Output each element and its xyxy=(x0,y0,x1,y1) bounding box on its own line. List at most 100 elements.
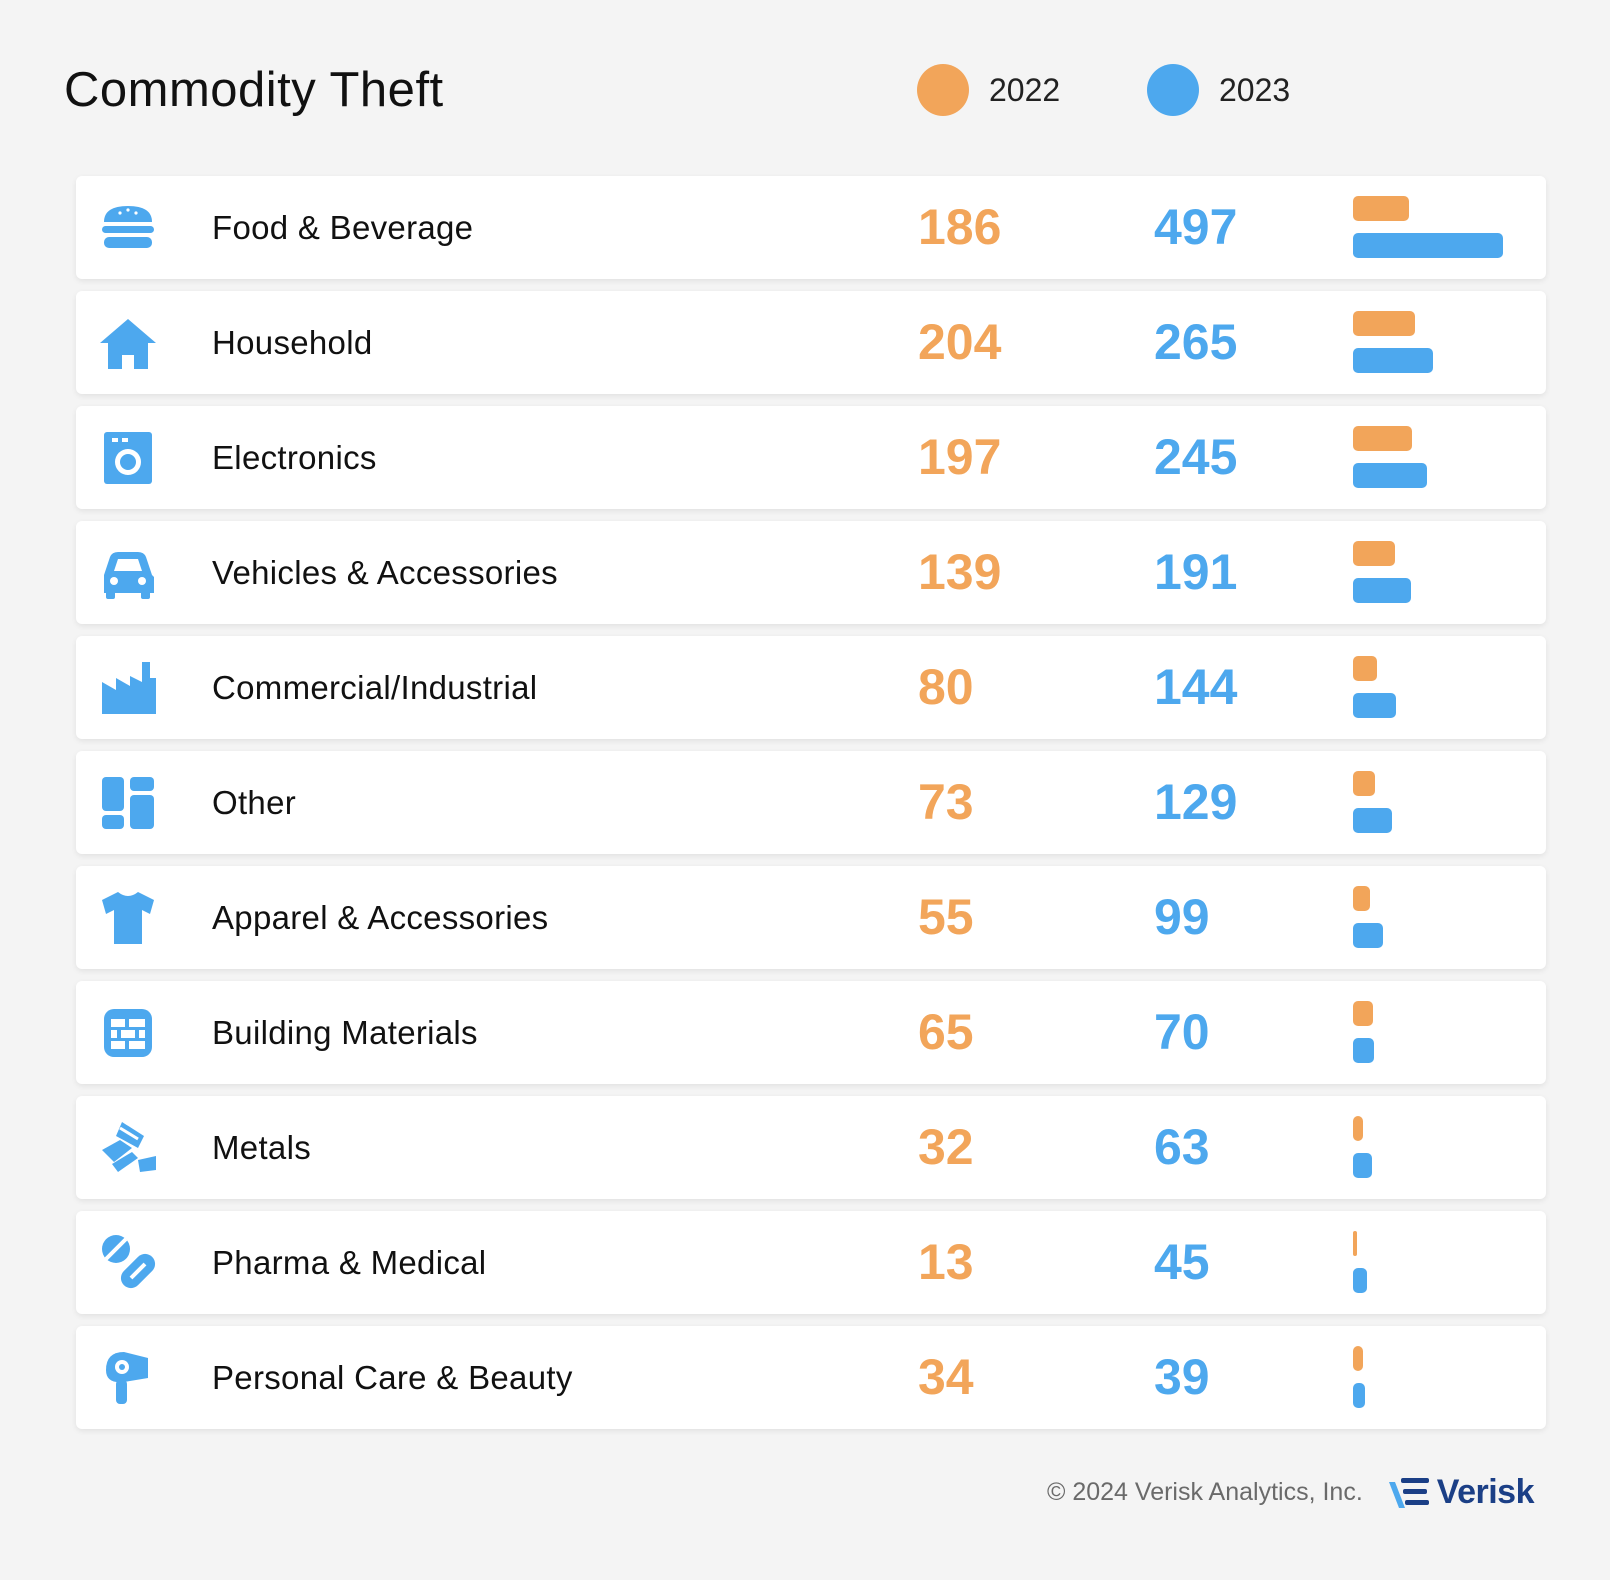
bar-2022 xyxy=(1353,541,1395,566)
value-2022: 32 xyxy=(918,1119,974,1175)
value-2023: 265 xyxy=(1154,314,1238,370)
bar-2023 xyxy=(1353,1153,1372,1178)
table-row: Metals 32 63 xyxy=(76,1096,1546,1199)
bar-2023 xyxy=(1353,923,1383,948)
value-2022: 139 xyxy=(918,544,1002,600)
verisk-logo-icon xyxy=(1388,1478,1429,1508)
bar-2023 xyxy=(1353,348,1433,373)
bar-2022 xyxy=(1353,1001,1373,1026)
legend-label-2023: 2023 xyxy=(1219,71,1291,108)
footer: © 2024 Verisk Analytics, Inc. Verisk xyxy=(1046,1468,1535,1516)
pills-icon xyxy=(98,1233,158,1293)
bar-pair xyxy=(1353,866,1543,969)
table-row: Building Materials 65 70 xyxy=(76,981,1546,1084)
factory-icon xyxy=(98,658,158,718)
value-2023: 45 xyxy=(1154,1234,1210,1290)
legend-item-2022: 2022 xyxy=(917,64,1060,116)
table-row: Pharma & Medical 13 45 xyxy=(76,1211,1546,1314)
brand-name: Verisk xyxy=(1436,1472,1535,1511)
burger-icon xyxy=(98,198,158,258)
table-row: Vehicles & Accessories 139 191 xyxy=(76,521,1546,624)
hair-dryer-icon xyxy=(98,1348,158,1408)
bar-pair xyxy=(1353,291,1543,394)
bar-2022 xyxy=(1353,426,1413,451)
bar-2023 xyxy=(1353,808,1392,833)
value-2022: 186 xyxy=(918,199,1002,255)
table-row: Apparel & Accessories 55 99 xyxy=(76,866,1546,969)
verisk-logo: Verisk xyxy=(1385,1468,1535,1516)
bar-2023 xyxy=(1353,1383,1365,1408)
bar-2022 xyxy=(1353,196,1410,221)
category-label: Personal Care & Beauty xyxy=(212,1359,573,1396)
value-2022: 204 xyxy=(918,314,1002,370)
value-2023: 99 xyxy=(1154,889,1210,945)
bar-pair xyxy=(1353,521,1543,624)
car-icon xyxy=(98,543,158,603)
bar-2022 xyxy=(1353,1346,1364,1371)
value-2022: 13 xyxy=(918,1234,974,1290)
legend-item-2023: 2023 xyxy=(1147,64,1290,116)
table-row: Food & Beverage 186 497 xyxy=(76,176,1546,279)
bar-2022 xyxy=(1353,311,1415,336)
value-2023: 129 xyxy=(1154,774,1238,830)
category-label: Metals xyxy=(212,1129,311,1166)
table-row: Personal Care & Beauty 34 39 xyxy=(76,1326,1546,1429)
table-row: Household 204 265 xyxy=(76,291,1546,394)
bar-2023 xyxy=(1353,693,1397,718)
bar-2023 xyxy=(1353,1268,1367,1293)
value-2022: 73 xyxy=(918,774,974,830)
category-label: Electronics xyxy=(212,439,377,476)
gold-bars-icon xyxy=(98,1118,158,1178)
bar-2023 xyxy=(1353,578,1411,603)
dashboard-icon xyxy=(98,773,158,833)
table-row: Other 73 129 xyxy=(76,751,1546,854)
washing-machine-icon xyxy=(98,428,158,488)
bar-2022 xyxy=(1353,1231,1357,1256)
value-2023: 144 xyxy=(1154,659,1238,715)
copyright-text: © 2024 Verisk Analytics, Inc. xyxy=(1046,1477,1363,1506)
bar-pair xyxy=(1353,751,1543,854)
value-2022: 65 xyxy=(918,1004,974,1060)
value-2022: 55 xyxy=(918,889,974,945)
legend-swatch-2023 xyxy=(1147,64,1199,116)
bar-pair xyxy=(1353,981,1543,1084)
table-row: Commercial/Industrial 80 144 xyxy=(76,636,1546,739)
value-2022: 34 xyxy=(918,1349,974,1405)
category-label: Vehicles & Accessories xyxy=(212,554,558,591)
bar-pair xyxy=(1353,406,1543,509)
category-label: Building Materials xyxy=(212,1014,478,1051)
bar-pair xyxy=(1353,1096,1543,1199)
brick-wall-icon xyxy=(98,1003,158,1063)
value-2023: 245 xyxy=(1154,429,1238,485)
house-icon xyxy=(98,313,158,373)
category-label: Apparel & Accessories xyxy=(212,899,549,936)
category-label: Household xyxy=(212,324,373,361)
category-label: Food & Beverage xyxy=(212,209,474,246)
bar-pair xyxy=(1353,1211,1543,1314)
chart-title: Commodity Theft xyxy=(64,63,444,117)
value-2023: 70 xyxy=(1154,1004,1210,1060)
bar-pair xyxy=(1353,1326,1543,1429)
bar-pair xyxy=(1353,176,1543,279)
category-label: Other xyxy=(212,784,297,821)
value-2023: 191 xyxy=(1154,544,1238,600)
category-label: Pharma & Medical xyxy=(212,1244,487,1281)
value-2022: 80 xyxy=(918,659,974,715)
value-2023: 497 xyxy=(1154,199,1238,255)
bar-2023 xyxy=(1353,1038,1375,1063)
legend-swatch-2022 xyxy=(917,64,969,116)
legend-label-2022: 2022 xyxy=(989,71,1061,108)
bar-2022 xyxy=(1353,1116,1363,1141)
commodity-table: Food & Beverage 186 497 Household 204 265 Elec… xyxy=(76,176,1546,1441)
category-label: Commercial/Industrial xyxy=(212,669,538,706)
bar-2022 xyxy=(1353,886,1370,911)
bar-2023 xyxy=(1353,463,1427,488)
bar-2022 xyxy=(1353,771,1376,796)
value-2023: 63 xyxy=(1154,1119,1210,1175)
value-2023: 39 xyxy=(1154,1349,1210,1405)
bar-2023 xyxy=(1353,233,1503,258)
bar-2022 xyxy=(1353,656,1378,681)
shirt-icon xyxy=(98,888,158,948)
table-row: Electronics 197 245 xyxy=(76,406,1546,509)
value-2022: 197 xyxy=(918,429,1002,485)
